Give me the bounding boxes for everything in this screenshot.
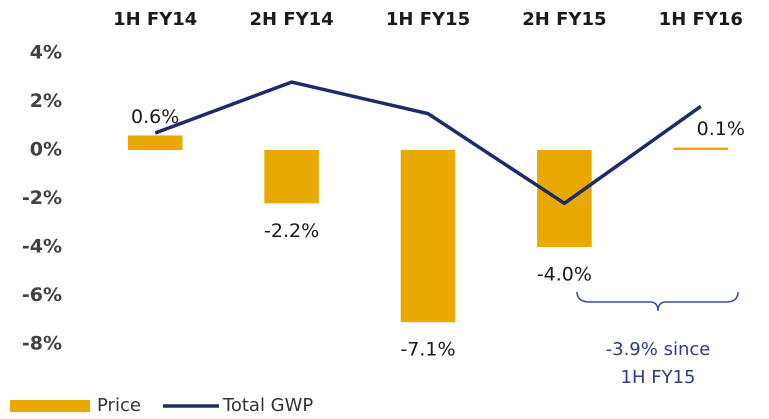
y-tick-label: -4%	[22, 236, 62, 258]
data-label: 0.1%	[697, 118, 745, 140]
bar	[264, 150, 319, 204]
annotation-text: 1H FY15	[621, 367, 696, 388]
data-label: -2.2%	[264, 220, 319, 242]
y-tick-label: 2%	[30, 90, 62, 112]
data-label: -7.1%	[400, 339, 455, 361]
bar	[537, 150, 592, 247]
bar	[673, 147, 729, 150]
y-tick-label: -6%	[22, 284, 62, 306]
y-tick-label: -2%	[22, 187, 62, 209]
x-tick-label: 2H FY14	[249, 9, 333, 30]
y-tick-label: 4%	[30, 42, 62, 64]
legend-label: Total GWP	[222, 395, 314, 416]
x-tick-label: 1H FY16	[659, 9, 743, 30]
annotation-text: -3.9% since	[606, 339, 711, 360]
legend-label: Price	[97, 395, 141, 416]
data-label: -4.0%	[537, 264, 592, 286]
y-tick-label: -8%	[22, 333, 62, 355]
bar	[127, 135, 183, 150]
y-tick-label: 0%	[30, 139, 62, 161]
legend-swatch	[10, 400, 90, 412]
x-tick-label: 2H FY15	[522, 9, 606, 30]
line	[154, 80, 702, 206]
data-label: 0.6%	[131, 106, 179, 128]
bar	[400, 150, 456, 323]
annotation-brace	[576, 291, 739, 312]
x-tick-label: 1H FY14	[113, 9, 197, 30]
x-tick-label: 1H FY15	[386, 9, 470, 30]
